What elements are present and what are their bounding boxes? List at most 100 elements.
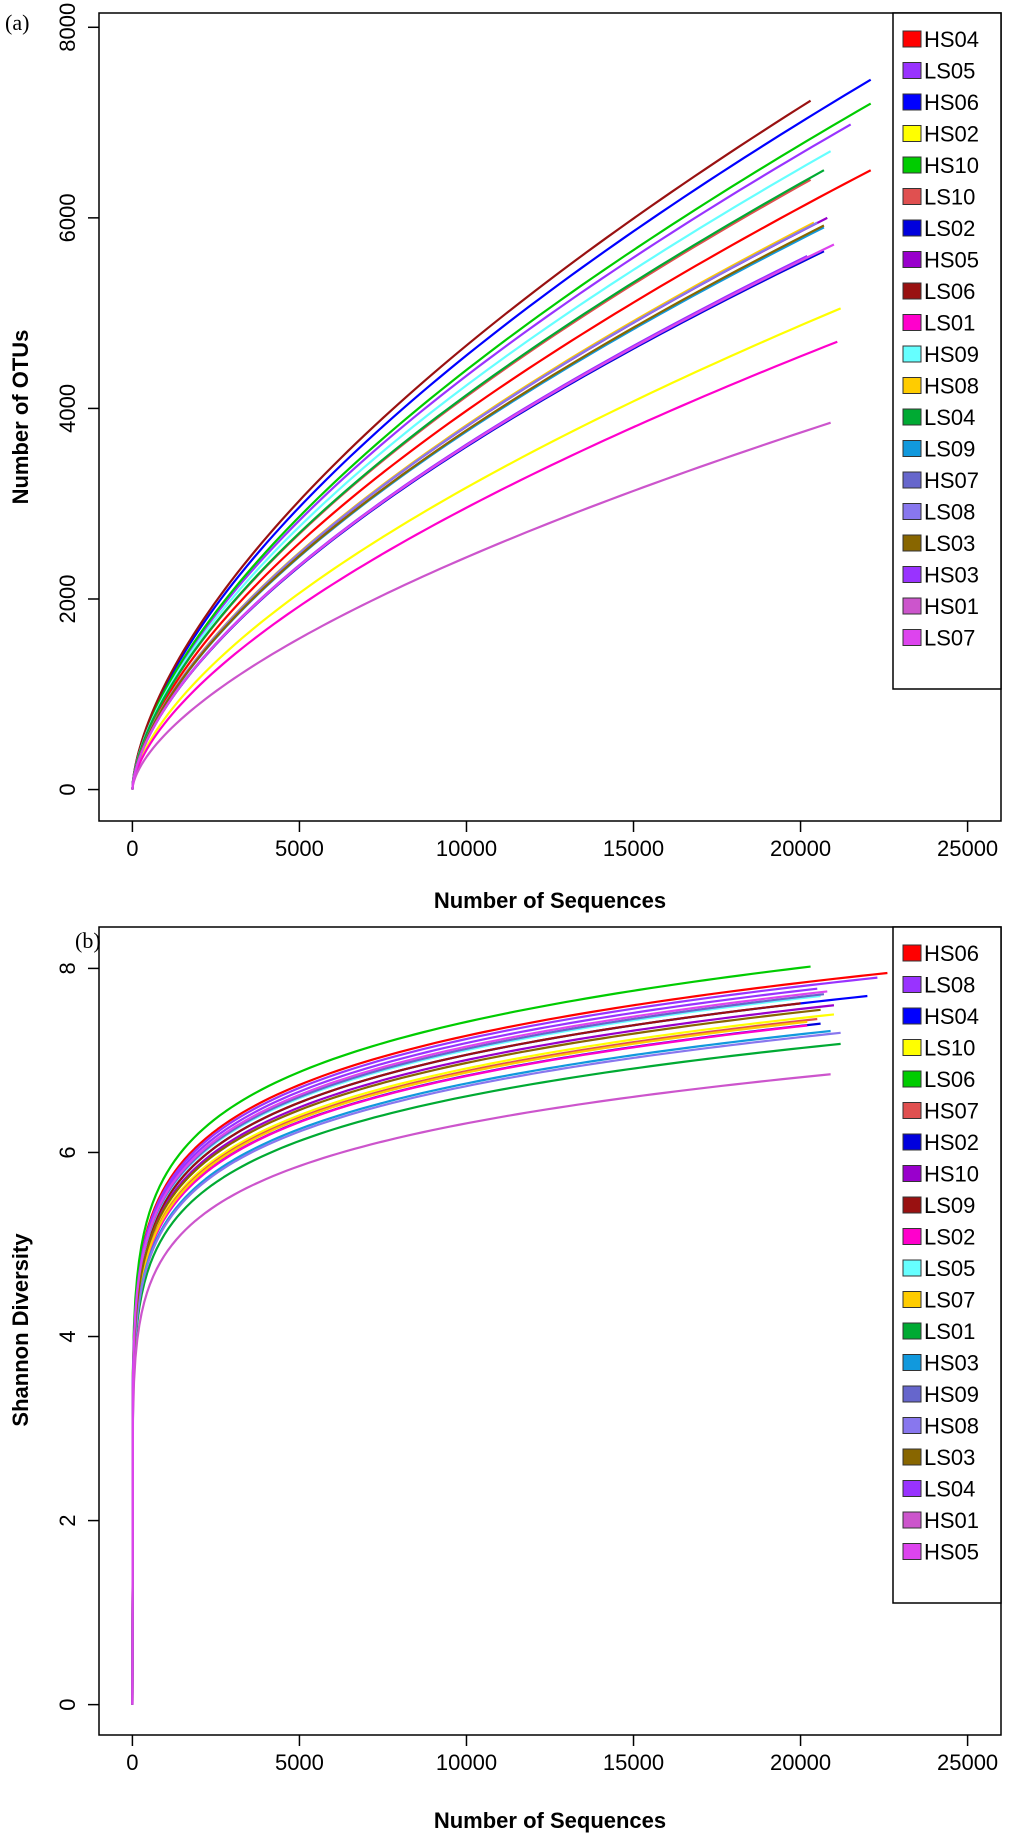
y-tick-label: 4 [55,1330,80,1342]
legend-swatch [902,219,922,237]
x-tick-label: 25000 [937,836,998,861]
legend-label: LS09 [924,1193,975,1218]
legend-swatch [902,1480,922,1497]
legend-label: HS10 [924,153,979,178]
legend-item-ls05: LS05 [902,59,975,84]
series-lines [131,78,872,790]
legend-swatch [902,62,922,79]
legend-label: LS09 [924,437,975,462]
series-line-hs06 [131,78,872,790]
legend-label: LS03 [924,531,975,556]
legend-swatch [902,93,922,111]
legend-swatch [902,534,922,552]
legend-label: LS10 [924,185,975,210]
legend-swatch [902,188,922,205]
legend-item-hs07: HS07 [902,468,979,493]
legend-item-ls02: LS02 [902,1225,975,1250]
legend-item-hs09: HS09 [902,1382,979,1407]
legend-label: HS05 [924,1540,979,1565]
legend-swatch [902,976,922,993]
y-tick-label: 0 [55,783,80,795]
legend-swatch [902,125,922,142]
legend-label: HS01 [924,1508,979,1533]
legend-item-ls07: LS07 [902,626,975,651]
legend-label: HS08 [924,374,979,399]
series-line-hs10 [131,102,872,790]
legend-swatch [902,1259,922,1277]
legend-label: HS07 [924,1099,979,1124]
legend-item-ls01: LS01 [902,1319,975,1344]
legend-item-ls09: LS09 [902,1193,975,1218]
y-tick-label: 4000 [55,384,80,433]
legend-label: LS08 [924,973,975,998]
legend-item-hs02: HS02 [902,122,979,147]
legend-label: HS04 [924,27,979,52]
y-axis: 0 2000 4000 6000 8000 [55,3,99,796]
legend-swatch [902,597,922,615]
y-axis-title: Shannon Diversity [8,1233,33,1427]
y-tick-label: 6 [55,1146,80,1158]
x-tick-label: 0 [126,836,138,861]
y-tick-label: 2 [55,1514,80,1526]
legend-label: HS09 [924,342,979,367]
y-tick-label: 0 [55,1699,80,1711]
series-line-ls09 [131,1002,801,1705]
x-tick-label: 10000 [436,836,497,861]
series-line-ls06 [131,965,811,1705]
x-tick-label: 15000 [603,1750,664,1775]
x-tick-label: 25000 [937,1750,998,1775]
legend-label: HS02 [924,122,979,147]
legend-item-hs10: HS10 [902,1162,979,1187]
y-tick-label: 8 [55,962,80,974]
series-line-ls07 [131,1020,808,1705]
legend-label: LS01 [924,1319,975,1344]
series-line-ls04 [131,987,818,1705]
legend-item-hs01: HS01 [902,1508,979,1533]
legend-label: HS03 [924,1351,979,1376]
series-line-hs09 [131,150,832,790]
legend-item-ls03: LS03 [902,531,975,556]
legend-label: HS10 [924,1162,979,1187]
legend-swatch [902,1007,922,1025]
legend-label: HS06 [924,90,979,115]
legend-item-hs01: HS01 [902,594,979,619]
legend-label: HS03 [924,563,979,588]
legend-swatch [902,503,922,520]
legend-item-hs06: HS06 [902,90,979,115]
series-line-hs05 [131,990,828,1705]
x-tick-label: 20000 [770,1750,831,1775]
legend-item-hs02: HS02 [902,1130,979,1155]
legend-swatch [902,1543,922,1560]
legend-item-hs06: HS06 [902,941,979,966]
legend-item-ls06: LS06 [902,1067,975,1092]
legend-label: HS02 [924,1130,979,1155]
series-line-ls10 [131,1013,835,1705]
legend-label: HS08 [924,1414,979,1439]
series-line-ls07 [131,243,835,790]
series-line-hs02 [131,307,842,790]
series-line-ls06 [131,99,812,790]
legend-swatch [902,1102,922,1119]
legend-label: HS06 [924,941,979,966]
legend-swatch [902,1291,922,1308]
legend-label: LS05 [924,59,975,84]
x-axis-title: Number of Sequences [434,1808,666,1833]
legend-label: LS07 [924,626,975,651]
series-line-hs01 [131,421,831,790]
legend: HS04 LS05 HS06 HS02 HS10 LS10 LS02 HS05 LS06 LS01… [892,12,1002,690]
series-line-ls01 [131,1042,841,1705]
x-tick-label: 0 [126,1750,138,1775]
legend-item-ls10: LS10 [902,185,975,210]
plot-frame [98,926,1002,1736]
legend-label: HS07 [924,468,979,493]
legend-swatch [902,629,922,646]
series-line-ls02 [131,1024,808,1705]
x-tick-label: 5000 [275,1750,324,1775]
plot-frame [98,12,1002,822]
series-line-ls01 [131,340,838,790]
series-line-ls08 [131,976,878,1705]
y-axis: 0 2 4 6 8 [55,962,99,1711]
legend-swatch [902,377,922,394]
series-lines [131,965,888,1705]
legend-label: HS09 [924,1382,979,1407]
